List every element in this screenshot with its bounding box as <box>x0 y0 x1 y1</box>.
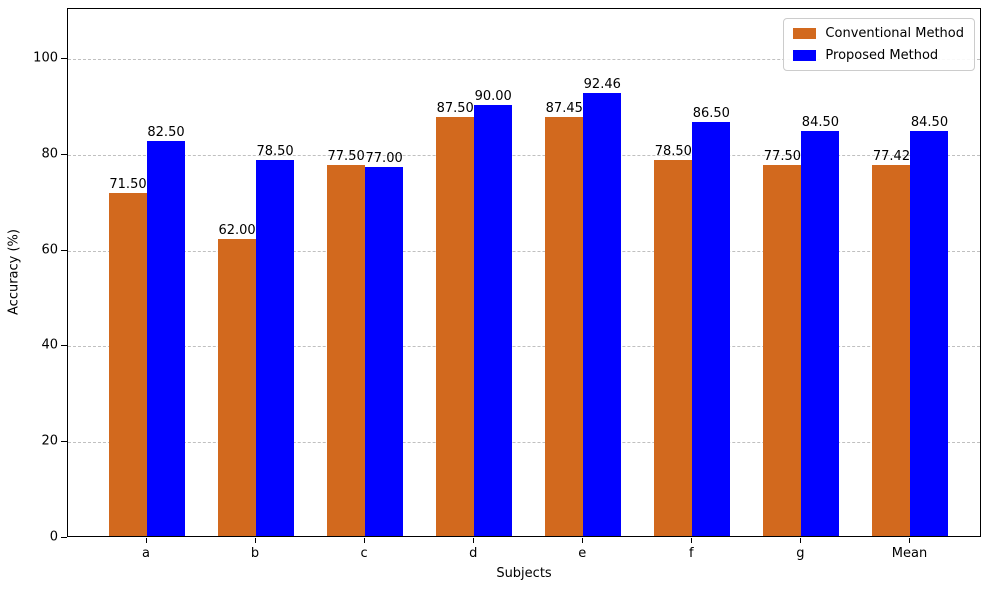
x-tick-label-mean: Mean <box>891 546 928 561</box>
bar-value-label-conventional-method-e: 87.45 <box>545 100 583 116</box>
bar-proposed-method-d <box>474 104 513 536</box>
plot-area: 71.50 62.00 77.50 87.50 87.45 78.50 77.50 77.42… <box>67 8 981 537</box>
y-tick-mark-80 <box>61 153 67 155</box>
bar-conventional-method-f <box>654 159 693 536</box>
bar-conventional-method-e <box>545 116 584 536</box>
y-tick-mark-20 <box>61 441 67 443</box>
bar-value-label-conventional-method-g: 77.50 <box>763 148 802 164</box>
legend-swatch-proposed-method <box>793 50 817 61</box>
bar-proposed-method-g <box>801 131 840 536</box>
y-tick-label-0: 0 <box>49 529 58 545</box>
y-tick-label-20: 20 <box>41 433 58 449</box>
bar-proposed-method-f <box>692 121 731 536</box>
x-tick-label-d: d <box>469 546 478 561</box>
x-tick-mark-a <box>146 538 147 543</box>
x-tick-label-f: f <box>689 546 694 561</box>
bar-value-label-proposed-method-a: 82.50 <box>147 124 185 140</box>
x-tick-label-g: g <box>796 546 805 561</box>
bar-value-label-proposed-method-e: 92.46 <box>583 76 621 92</box>
bar-proposed-method-a <box>147 140 185 536</box>
bar-proposed-method-mean <box>910 131 949 536</box>
x-tick-mark-g <box>800 538 802 543</box>
y-tick-mark-100 <box>61 57 67 59</box>
bar-conventional-method-c <box>327 164 366 536</box>
x-tick-mark-e <box>582 538 584 543</box>
bar-conventional-method-g <box>763 164 802 536</box>
y-tick-mark-40 <box>61 345 67 347</box>
x-tick-mark-d <box>473 538 475 543</box>
bar-proposed-method-b <box>256 159 295 536</box>
bar-value-label-proposed-method-c: 77.00 <box>365 151 403 167</box>
bar-value-label-proposed-method-g: 84.50 <box>801 115 840 131</box>
x-tick-mark-f <box>691 538 693 543</box>
x-axis-label: Subjects <box>496 566 552 581</box>
bar-value-label-conventional-method-mean: 77.42 <box>872 149 911 165</box>
legend-swatch-conventional-method <box>793 28 817 39</box>
bar-proposed-method-e <box>583 92 622 536</box>
bar-conventional-method-a <box>109 193 147 536</box>
x-tick-label-a: a <box>142 546 150 561</box>
bar-value-label-conventional-method-d: 87.50 <box>436 100 474 116</box>
gridline-y-40 <box>68 346 980 348</box>
gridline-y-80 <box>68 154 980 156</box>
bar-conventional-method-d <box>436 116 475 536</box>
legend-item-conventional-method: Conventional Method <box>793 26 964 41</box>
bar-value-label-conventional-method-f: 78.50 <box>654 143 692 159</box>
bar-value-label-proposed-method-d: 90.00 <box>474 88 512 104</box>
y-tick-mark-60 <box>61 249 67 251</box>
gridline-y-20 <box>68 442 980 444</box>
legend-label-proposed-method: Proposed Method <box>825 48 939 63</box>
bar-value-label-proposed-method-f: 86.50 <box>692 105 730 121</box>
x-tick-label-b: b <box>250 546 260 561</box>
y-tick-label-80: 80 <box>41 146 58 162</box>
y-tick-label-60: 60 <box>41 242 58 257</box>
bar-conventional-method-mean <box>872 165 911 536</box>
x-tick-mark-b <box>255 538 257 543</box>
bar-value-label-conventional-method-a: 71.50 <box>109 177 147 193</box>
y-tick-mark-0 <box>61 537 67 538</box>
gridline-y-60 <box>68 250 980 252</box>
x-tick-label-c: c <box>360 546 368 561</box>
legend-item-proposed-method: Proposed Method <box>793 48 964 63</box>
gridline-y-100 <box>68 58 980 60</box>
bar-value-label-conventional-method-b: 62.00 <box>218 222 256 238</box>
x-tick-mark-mean <box>909 538 911 543</box>
y-tick-label-100: 100 <box>33 50 58 66</box>
bar-conventional-method-b <box>218 238 257 536</box>
legend-label-conventional-method: Conventional Method <box>825 26 964 41</box>
x-tick-label-e: e <box>578 546 587 561</box>
x-tick-mark-c <box>364 538 366 543</box>
bar-proposed-method-c <box>365 167 404 536</box>
bar-value-label-proposed-method-mean: 84.50 <box>910 115 949 131</box>
y-tick-label-40: 40 <box>41 337 58 353</box>
bar-value-label-proposed-method-b: 78.50 <box>256 143 294 159</box>
bar-value-label-conventional-method-c: 77.50 <box>327 148 365 164</box>
legend: Conventional Method Proposed Method <box>783 18 975 71</box>
